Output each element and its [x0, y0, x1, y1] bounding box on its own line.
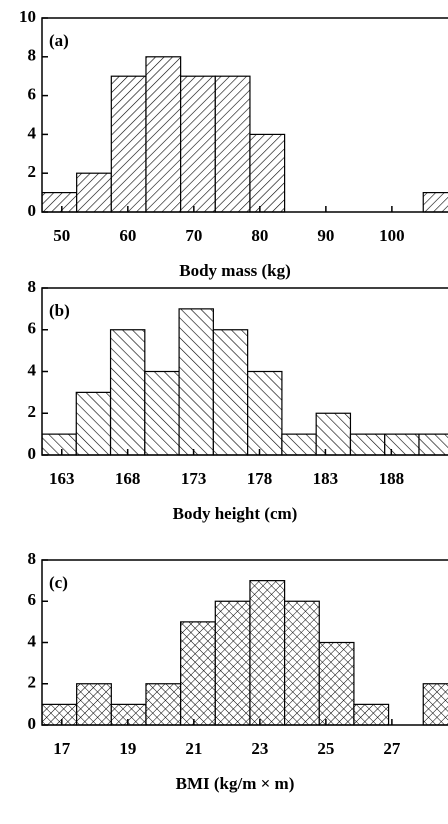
bar — [315, 412, 352, 456]
bar — [384, 433, 420, 456]
x-tick-label: 21 — [185, 739, 202, 758]
y-tick-label: 8 — [28, 46, 37, 65]
panel-label: (c) — [49, 573, 68, 592]
x-axis-label: BMI (kg/m × m) — [176, 774, 295, 793]
x-tick-label: 188 — [379, 469, 405, 488]
x-tick-label: 23 — [251, 739, 268, 758]
bar — [249, 133, 286, 213]
x-tick-label: 80 — [251, 226, 268, 245]
x-axis-label: Body mass (kg) — [179, 261, 290, 280]
bar — [422, 192, 448, 213]
bar — [145, 683, 182, 726]
x-tick-label: 17 — [53, 739, 71, 758]
bar — [318, 641, 355, 726]
bar — [353, 703, 390, 726]
x-tick-label: 60 — [119, 226, 136, 245]
bar — [180, 621, 216, 726]
x-tick-label: 90 — [317, 226, 334, 245]
bar — [42, 433, 77, 456]
y-tick-label: 4 — [28, 631, 37, 650]
y-tick-label: 6 — [28, 85, 37, 104]
panel: 0 2 4 6 8 10 50 60 70 80 90 100 (a) Body mass (kg) — [19, 7, 448, 280]
y-tick-label: 4 — [28, 123, 37, 142]
bar — [214, 75, 251, 213]
panel-label: (b) — [49, 301, 70, 320]
bar — [212, 329, 249, 456]
bar — [247, 370, 283, 456]
x-tick-label: 50 — [53, 226, 70, 245]
bar — [284, 600, 320, 726]
panel: 0 2 4 6 8 163 168 173 178 183 188 (b) Body height (c… — [28, 277, 448, 523]
y-tick-label: 2 — [28, 673, 37, 692]
x-tick-label: 100 — [379, 226, 405, 245]
bar — [42, 703, 78, 726]
x-tick-label: 70 — [185, 226, 202, 245]
y-tick-label: 2 — [28, 162, 37, 181]
bar — [349, 433, 386, 456]
y-tick-label: 0 — [28, 714, 37, 733]
bar — [281, 433, 317, 456]
x-tick-label: 25 — [317, 739, 334, 758]
y-tick-label: 0 — [28, 444, 37, 463]
y-tick-label: 6 — [28, 590, 37, 609]
bar — [145, 56, 182, 213]
y-tick-label: 4 — [28, 360, 37, 379]
y-tick-label: 0 — [28, 201, 37, 220]
x-axis-label: Body height (cm) — [173, 504, 298, 523]
y-tick-label: 8 — [28, 277, 37, 296]
bar — [144, 370, 180, 456]
x-tick-label: 168 — [115, 469, 141, 488]
bar — [249, 580, 286, 726]
y-tick-label: 6 — [28, 319, 37, 338]
y-tick-label: 8 — [28, 549, 37, 568]
bar — [75, 391, 112, 456]
bars — [42, 580, 448, 726]
panel-label: (a) — [49, 31, 69, 50]
bars — [42, 308, 448, 456]
bar — [110, 703, 147, 726]
bar — [178, 308, 214, 456]
x-tick-label: 173 — [181, 469, 207, 488]
bar — [422, 683, 448, 726]
x-tick-label: 163 — [49, 469, 75, 488]
bar — [180, 75, 216, 213]
x-tick-label: 183 — [313, 469, 339, 488]
bar — [76, 683, 112, 726]
bar — [109, 329, 146, 456]
bar — [418, 433, 448, 456]
x-tick-label: 178 — [247, 469, 273, 488]
bar — [76, 172, 112, 213]
axis-frame — [41, 17, 448, 213]
bar — [110, 75, 147, 213]
y-tick-label: 2 — [28, 402, 37, 421]
bar — [42, 192, 78, 213]
panel: 0 2 4 6 8 17 19 21 23 25 27 (c) BMI (kg/m × m) — [28, 549, 448, 793]
y-tick-label: 10 — [19, 7, 36, 26]
x-tick-label: 27 — [383, 739, 401, 758]
bars — [42, 56, 448, 213]
bar — [214, 600, 251, 726]
x-tick-label: 19 — [119, 739, 136, 758]
